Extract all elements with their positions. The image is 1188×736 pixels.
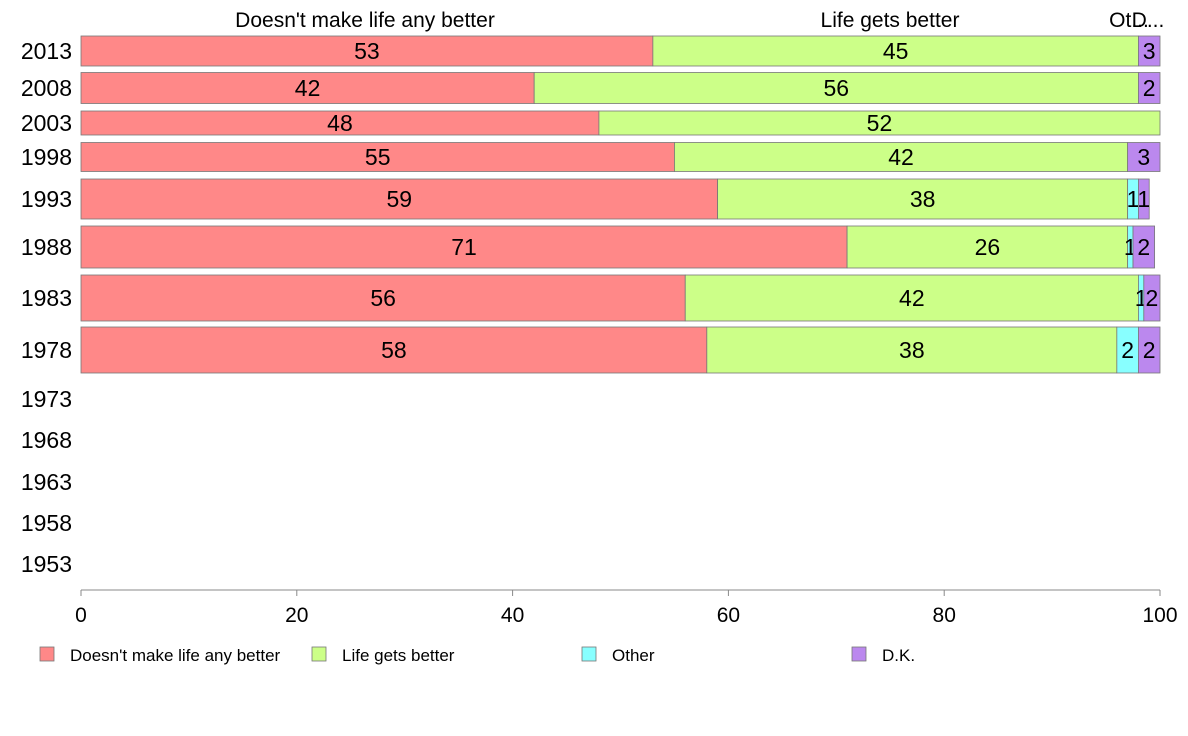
legend-label-doesn-t-make-life-any-better: Doesn't make life any better bbox=[70, 646, 281, 665]
bar-segment-d-k-1998 bbox=[1127, 142, 1161, 172]
data-label-life-gets-better-1993: 38 bbox=[910, 186, 936, 212]
legend: Doesn't make life any better Life gets be… bbox=[39, 646, 915, 665]
legend-swatch-d-k bbox=[851, 646, 867, 662]
bar-segment-doesn-t-make-life-any-better-1983 bbox=[80, 274, 686, 322]
data-label-doesn-t-make-life-any-better-1978: 58 bbox=[381, 337, 407, 363]
x-tick-label: 20 bbox=[285, 604, 308, 627]
data-label-d-k-2008: 2 bbox=[1143, 75, 1156, 101]
data-label-doesn-t-make-life-any-better-1998: 55 bbox=[365, 144, 391, 170]
data-label-life-gets-better-1988: 26 bbox=[975, 234, 1001, 260]
bar-segment-d-k-1978 bbox=[1138, 326, 1161, 374]
data-label-life-gets-better-2008: 56 bbox=[824, 75, 850, 101]
bar-segment-life-gets-better-2008 bbox=[533, 72, 1139, 104]
data-label-other-1978: 2 bbox=[1121, 337, 1134, 363]
legend-swatch-other bbox=[581, 646, 597, 662]
y-tick-label: 1958 bbox=[21, 510, 72, 536]
data-label-doesn-t-make-life-any-better-2013: 53 bbox=[354, 38, 380, 64]
bar-segment-d-k-1993 bbox=[1138, 178, 1150, 220]
x-tick-label: 60 bbox=[717, 604, 740, 627]
bar-segment-doesn-t-make-life-any-better-1988 bbox=[80, 225, 848, 269]
y-tick-label: 1998 bbox=[21, 144, 72, 170]
data-label-d-k-1988: 2 bbox=[1137, 234, 1150, 260]
y-tick-label: 2003 bbox=[21, 110, 72, 136]
data-label-d-k-1998: 3 bbox=[1137, 144, 1150, 170]
y-tick-label: 1993 bbox=[21, 186, 72, 212]
bar-segment-doesn-t-make-life-any-better-2008 bbox=[80, 72, 535, 104]
y-tick-label: 1988 bbox=[21, 234, 72, 260]
top-label-doesnt-make-life-better: Doesn't make life any better bbox=[235, 9, 495, 32]
bar-segment-doesn-t-make-life-any-better-2003 bbox=[80, 110, 600, 136]
x-tick-label: 100 bbox=[1142, 604, 1177, 627]
y-tick-label: 1953 bbox=[21, 551, 72, 577]
bar-segment-d-k-2013 bbox=[1138, 35, 1161, 67]
bar-segment-life-gets-better-1998 bbox=[674, 142, 1129, 172]
data-label-doesn-t-make-life-any-better-1988: 71 bbox=[451, 234, 477, 260]
legend-label-other: Other bbox=[612, 646, 655, 665]
y-tick-label: 1968 bbox=[21, 427, 72, 453]
legend-label-life-gets-better: Life gets better bbox=[342, 646, 455, 665]
data-label-life-gets-better-1978: 38 bbox=[899, 337, 925, 363]
top-label-life-gets-better: Life gets better bbox=[821, 9, 960, 32]
y-tick-label: 2008 bbox=[21, 75, 72, 101]
bar-segment-life-gets-better-1983 bbox=[684, 274, 1139, 322]
data-label-life-gets-better-1983: 42 bbox=[899, 285, 925, 311]
legend-swatch-doesn-t-make-life-any-better bbox=[39, 646, 55, 662]
top-labels: Doesn't make life any better Life gets b… bbox=[235, 9, 1164, 32]
y-axis-labels: 2013 2008 2003 1998 1993 1988 1983 1978 1973 1968… bbox=[21, 38, 72, 577]
bar-segment-life-gets-better-2003 bbox=[598, 110, 1161, 136]
data-label-d-k-1978: 2 bbox=[1143, 337, 1156, 363]
bar-segment-d-k-1988 bbox=[1132, 225, 1156, 269]
bar-segment-doesn-t-make-life-any-better-1998 bbox=[80, 142, 675, 172]
bar-segment-life-gets-better-1978 bbox=[706, 326, 1118, 374]
bar-segment-life-gets-better-2013 bbox=[652, 35, 1139, 67]
data-label-life-gets-better-2013: 45 bbox=[883, 38, 909, 64]
x-tick-label: 40 bbox=[501, 604, 524, 627]
data-label-other-1993: 1 bbox=[1127, 186, 1140, 212]
data-label-doesn-t-make-life-any-better-1993: 59 bbox=[387, 186, 413, 212]
bar-segment-doesn-t-make-life-any-better-1978 bbox=[80, 326, 708, 374]
bar-segment-doesn-t-make-life-any-better-1993 bbox=[80, 178, 719, 220]
x-tick-label: 0 bbox=[75, 604, 87, 627]
top-label-dk: D... bbox=[1132, 9, 1165, 32]
data-label-life-gets-better-2003: 52 bbox=[867, 110, 893, 136]
data-label-d-k-1983: 2 bbox=[1146, 285, 1159, 311]
legend-label-d-k: D.K. bbox=[882, 646, 915, 665]
data-label-d-k-1993: 1 bbox=[1137, 186, 1150, 212]
y-tick-label: 1983 bbox=[21, 285, 72, 311]
data-label-life-gets-better-1998: 42 bbox=[888, 144, 914, 170]
y-tick-label: 2013 bbox=[21, 38, 72, 64]
x-tick-label: 80 bbox=[933, 604, 956, 627]
bar-segment-d-k-2008 bbox=[1138, 72, 1161, 104]
data-label-doesn-t-make-life-any-better-1983: 56 bbox=[370, 285, 396, 311]
data-label-doesn-t-make-life-any-better-2008: 42 bbox=[295, 75, 321, 101]
y-tick-label: 1963 bbox=[21, 469, 72, 495]
bar-segment-d-k-1983 bbox=[1143, 274, 1161, 322]
y-tick-label: 1978 bbox=[21, 337, 72, 363]
x-axis: 0 20 40 60 80 100 bbox=[75, 589, 1178, 627]
y-tick-label: 1973 bbox=[21, 386, 72, 412]
data-label-doesn-t-make-life-any-better-2003: 48 bbox=[327, 110, 353, 136]
legend-swatch-life-gets-better bbox=[311, 646, 327, 662]
bar-segment-life-gets-better-1993 bbox=[717, 178, 1129, 220]
data-label-d-k-2013: 3 bbox=[1143, 38, 1156, 64]
top-label-other: Ot... bbox=[1109, 9, 1149, 32]
